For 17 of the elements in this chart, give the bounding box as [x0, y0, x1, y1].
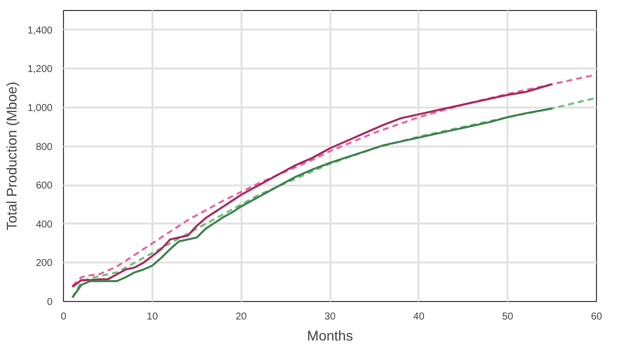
- y-tick-label: 600: [36, 180, 53, 192]
- y-tick-label: 0: [46, 297, 53, 308]
- x-tick-label: 40: [413, 312, 425, 322]
- x-tick-label: 0: [60, 312, 67, 322]
- x-tick-label: 20: [236, 312, 248, 322]
- y-tick-label: 800: [36, 142, 53, 153]
- y-tick-label: 1,400: [27, 25, 53, 36]
- x-axis-title: Months: [307, 328, 353, 344]
- x-tick-label: 50: [502, 312, 514, 322]
- y-tick-label: 200: [36, 258, 53, 270]
- y-tick-label: 1,200: [27, 64, 53, 76]
- x-tick-label: 10: [146, 312, 158, 322]
- y-tick-label: 400: [36, 219, 53, 230]
- y-axis-title: Total Production (Mboe): [3, 82, 20, 230]
- x-tick-label: 30: [324, 312, 336, 322]
- x-tick-label: 60: [590, 312, 602, 322]
- y-tick-label: 1,000: [27, 103, 53, 114]
